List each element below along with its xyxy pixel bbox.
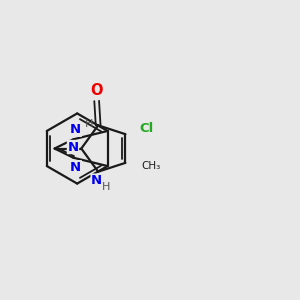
- Text: N: N: [68, 140, 79, 154]
- Text: H: H: [85, 119, 93, 129]
- Text: N: N: [70, 161, 81, 174]
- Text: O: O: [90, 83, 103, 98]
- Text: H: H: [102, 182, 111, 192]
- Text: N: N: [70, 123, 81, 136]
- Text: N: N: [91, 174, 102, 187]
- Text: Cl: Cl: [140, 122, 154, 135]
- Text: CH₃: CH₃: [142, 161, 161, 171]
